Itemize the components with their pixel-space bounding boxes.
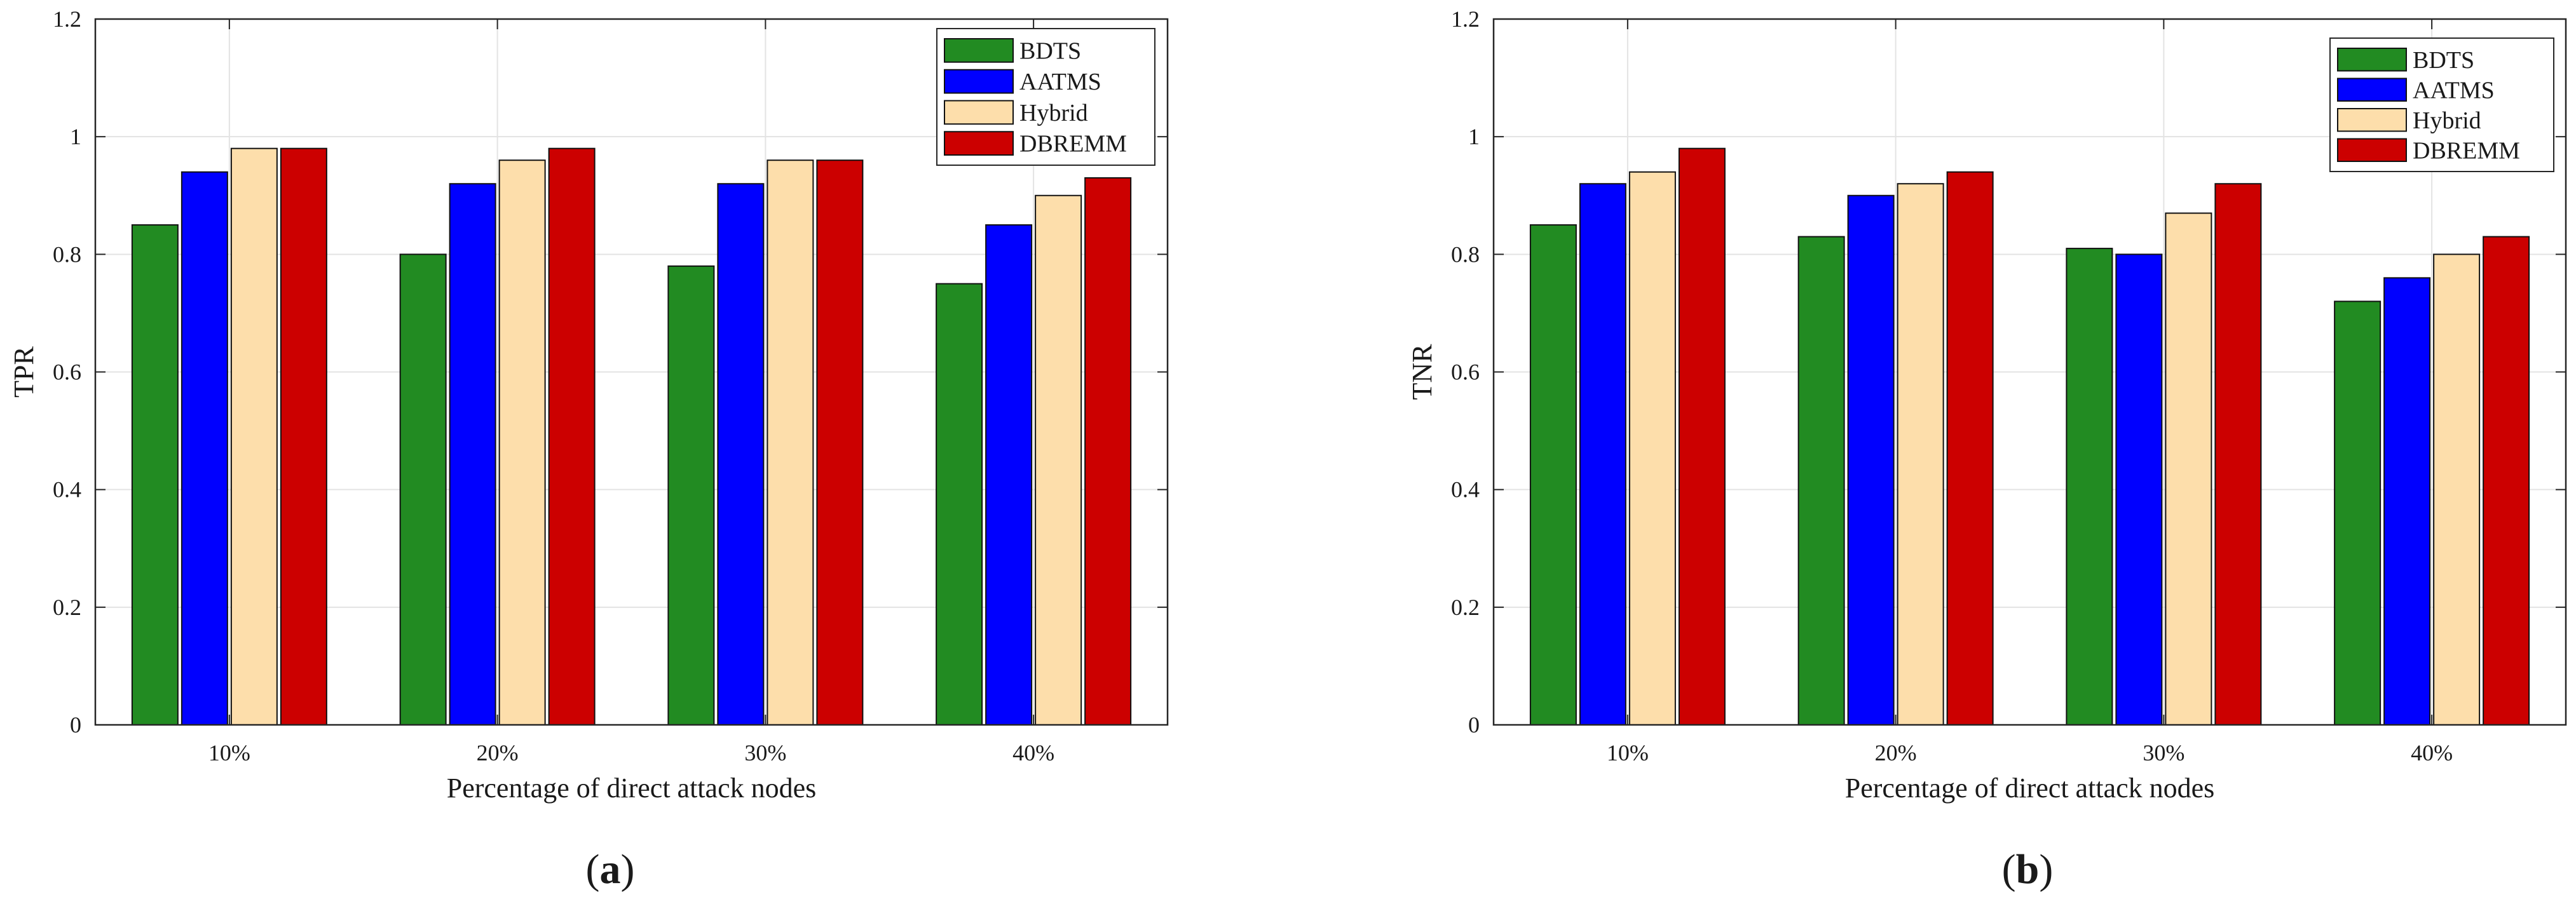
bar-dbremm-20pct bbox=[548, 147, 596, 725]
y-tick-label: 0.6 bbox=[53, 360, 81, 385]
x-tick-label: 10% bbox=[208, 740, 250, 766]
bar-dbremm-10pct bbox=[1678, 147, 1726, 725]
axes-frame bbox=[1492, 18, 2567, 726]
bar-aatms-40pct bbox=[2383, 277, 2431, 726]
y-tick-label: 0.6 bbox=[1451, 360, 1480, 385]
bar-aatms-20pct bbox=[1847, 194, 1895, 725]
y-tick-label: 0.8 bbox=[1451, 241, 1480, 267]
x-tick-label: 30% bbox=[744, 740, 786, 766]
bar-hybrid-30pct bbox=[767, 159, 814, 725]
y-axis-label: TNR bbox=[1407, 344, 1438, 400]
bar-aatms-10pct bbox=[181, 171, 228, 725]
y-tick-label: 1.2 bbox=[1451, 6, 1480, 32]
bar-hybrid-10pct bbox=[230, 147, 278, 725]
x-tick-label: 20% bbox=[1875, 740, 1917, 766]
chart-panel-a: 0 0.2 0.4 0.6 0.8 1 1.2 10% 20% 30% 40% Percentage … bbox=[8, 6, 1169, 893]
legend-swatch-dbremm bbox=[2337, 138, 2407, 162]
x-tick-label: 10% bbox=[1607, 740, 1649, 766]
legend-swatch-aatms bbox=[2337, 78, 2407, 102]
y-tick-label: 1 bbox=[1468, 124, 1480, 149]
chart-panel-b: 0 0.2 0.4 0.6 0.8 1 1.2 10% 20% 30% 40% Percentage … bbox=[1407, 6, 2567, 893]
bar-bdts-10pct bbox=[1529, 224, 1577, 725]
bar-dbremm-20pct bbox=[1946, 171, 1994, 725]
legend-label-aatms: AATMS bbox=[1019, 69, 1101, 95]
legend-swatch-bdts bbox=[944, 38, 1014, 63]
bar-bdts-40pct bbox=[2334, 300, 2382, 725]
x-tick-label: 40% bbox=[2411, 740, 2453, 766]
bar-hybrid-20pct bbox=[498, 159, 546, 725]
x-tick-label: 40% bbox=[1012, 740, 1054, 766]
legend-label-hybrid: Hybrid bbox=[1019, 100, 1088, 126]
legend-label-dbremm: DBREMM bbox=[1019, 131, 1127, 158]
legend-label-bdts: BDTS bbox=[2413, 47, 2474, 74]
bar-aatms-30pct bbox=[2115, 253, 2163, 726]
bar-aatms-20pct bbox=[449, 183, 496, 725]
bar-hybrid-10pct bbox=[1628, 171, 1676, 725]
x-axis-label: Percentage of direct attack nodes bbox=[1845, 772, 2215, 804]
y-tick-label: 0.4 bbox=[1451, 477, 1480, 503]
bar-dbremm-30pct bbox=[816, 159, 864, 725]
x-tick-label: 30% bbox=[2143, 740, 2184, 766]
legend-label-hybrid: Hybrid bbox=[2413, 107, 2481, 134]
bar-dbremm-40pct bbox=[1084, 177, 1132, 726]
y-axis-label: TPR bbox=[8, 346, 39, 398]
legend-swatch-aatms bbox=[944, 69, 1014, 94]
bar-hybrid-30pct bbox=[2165, 212, 2212, 725]
y-tick-label: 0.8 bbox=[53, 241, 81, 267]
bar-bdts-30pct bbox=[2066, 248, 2113, 725]
bar-dbremm-10pct bbox=[280, 147, 327, 725]
bar-hybrid-40pct bbox=[2433, 253, 2481, 726]
bar-bdts-30pct bbox=[667, 265, 715, 726]
bar-bdts-20pct bbox=[1797, 236, 1845, 725]
y-tick-label: 0.4 bbox=[53, 477, 81, 503]
y-tick-label: 1.2 bbox=[53, 6, 81, 32]
legend: BDTS AATMS Hybrid DBREMM bbox=[936, 28, 1155, 166]
legend: BDTS AATMS Hybrid DBREMM bbox=[2329, 37, 2554, 172]
bar-dbremm-40pct bbox=[2483, 236, 2530, 725]
x-tick-label: 20% bbox=[477, 740, 519, 766]
bar-hybrid-20pct bbox=[1897, 183, 1944, 725]
bar-bdts-10pct bbox=[131, 224, 179, 725]
x-axis-label: Percentage of direct attack nodes bbox=[447, 772, 817, 804]
bar-hybrid-40pct bbox=[1035, 194, 1082, 725]
bar-aatms-30pct bbox=[717, 183, 765, 725]
y-tick-label: 0.2 bbox=[1451, 595, 1480, 620]
legend-swatch-dbremm bbox=[944, 131, 1014, 156]
legend-swatch-hybrid bbox=[2337, 108, 2407, 132]
panel-label: (b) bbox=[2002, 846, 2054, 893]
legend-label-aatms: AATMS bbox=[2413, 77, 2495, 104]
legend-swatch-bdts bbox=[2337, 48, 2407, 72]
bar-aatms-10pct bbox=[1579, 183, 1626, 725]
bar-bdts-20pct bbox=[399, 253, 447, 726]
legend-label-bdts: BDTS bbox=[1019, 37, 1081, 64]
y-tick-label: 0.2 bbox=[53, 595, 81, 620]
bar-aatms-40pct bbox=[985, 224, 1033, 725]
axes-frame bbox=[94, 18, 1169, 726]
bar-bdts-40pct bbox=[936, 283, 983, 725]
y-tick-label: 0 bbox=[70, 712, 81, 738]
y-tick-label: 1 bbox=[70, 124, 81, 149]
panel-label: (a) bbox=[586, 846, 635, 893]
legend-swatch-hybrid bbox=[944, 100, 1014, 125]
bar-dbremm-30pct bbox=[2214, 183, 2262, 725]
y-tick-label: 0 bbox=[1468, 712, 1480, 738]
legend-label-dbremm: DBREMM bbox=[2413, 137, 2520, 164]
